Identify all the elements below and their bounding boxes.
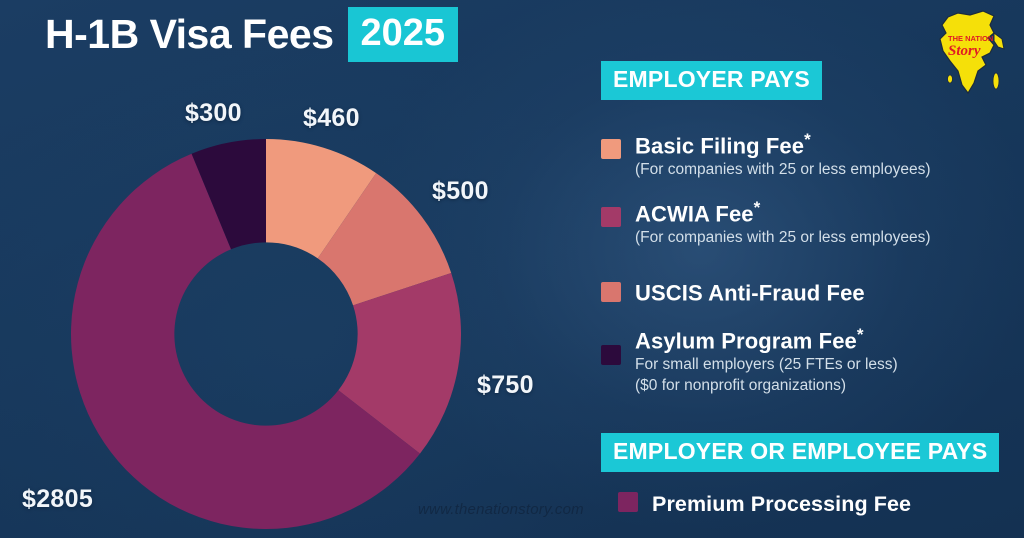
legend-sub-asylum-program-fee: For small employers (25 FTEs or less) <box>635 355 898 373</box>
legend-label-asylum-program-fee: Asylum Program Fee* <box>635 325 864 354</box>
year-badge: 2025 <box>347 7 459 62</box>
donut-slice <box>191 139 266 250</box>
india-map-icon: THE NATION Story <box>939 10 1005 95</box>
legend-item-premium-processing-fee: Premium Processing Fee <box>618 488 911 516</box>
donut-slice <box>338 273 461 454</box>
donut-slice <box>266 139 377 259</box>
legend-item-asylum-program-fee: Asylum Program Fee* For small employers … <box>601 325 898 396</box>
legend-swatch-basic-filing-fee <box>601 139 621 159</box>
value-label-acwia: $750 <box>477 371 534 399</box>
donut-slice <box>317 173 452 306</box>
title-text: H-1B Visa Fees <box>45 11 334 57</box>
page-title: H-1B Visa Fees 2025 <box>45 7 459 62</box>
donut-slices <box>71 139 461 529</box>
legend-label-acwia-fee: ACWIA Fee* <box>635 198 761 227</box>
legend-label-basic-filing-fee: Basic Filing Fee* <box>635 130 811 159</box>
the-nation-story-logo: THE NATION Story <box>928 5 1012 99</box>
section-banner-employer-pays: EMPLOYER PAYS <box>601 61 822 100</box>
donut-chart: $460 $500 $750 $2805 $300 www.thenations… <box>22 99 584 529</box>
logo-line1: THE NATION <box>948 34 993 43</box>
legend-swatch-uscis-anti-fraud-fee <box>601 282 621 302</box>
legend-panel: EMPLOYER PAYS Basic Filing Fee* (For com… <box>596 0 1024 538</box>
legend-sub2-asylum-program-fee: ($0 for nonprofit organizations) <box>635 376 847 394</box>
value-label-asylum-program: $300 <box>185 99 242 127</box>
section-banner-employer-or-employee-pays: EMPLOYER OR EMPLOYEE PAYS <box>601 433 1000 472</box>
legend-item-acwia-fee: ACWIA Fee* (For companies with 25 or les… <box>601 198 930 248</box>
value-label-premium-processing: $2805 <box>22 485 94 513</box>
legend-swatch-acwia-fee <box>601 207 621 227</box>
legend-item-uscis-anti-fraud-fee: USCIS Anti-Fraud Fee <box>601 277 865 306</box>
value-label-anti-fraud: $500 <box>432 177 489 205</box>
donut-chart-svg <box>71 139 461 529</box>
value-label-basic-filing: $460 <box>303 104 360 132</box>
logo-line2: Story <box>948 43 981 59</box>
legend-label-uscis-anti-fraud-fee: USCIS Anti-Fraud Fee <box>635 280 865 306</box>
legend-label-premium-processing-fee: Premium Processing Fee <box>652 492 912 517</box>
watermark: www.thenationstory.com <box>418 501 584 518</box>
legend-item-basic-filing-fee: Basic Filing Fee* (For companies with 25… <box>601 130 930 180</box>
legend-swatch-premium-processing-fee <box>618 492 638 512</box>
legend-sub-acwia-fee: (For companies with 25 or less employees… <box>635 228 931 246</box>
legend-swatch-asylum-program-fee <box>601 345 621 365</box>
legend-sub-basic-filing-fee: (For companies with 25 or less employees… <box>635 160 931 178</box>
donut-slice <box>71 153 420 529</box>
